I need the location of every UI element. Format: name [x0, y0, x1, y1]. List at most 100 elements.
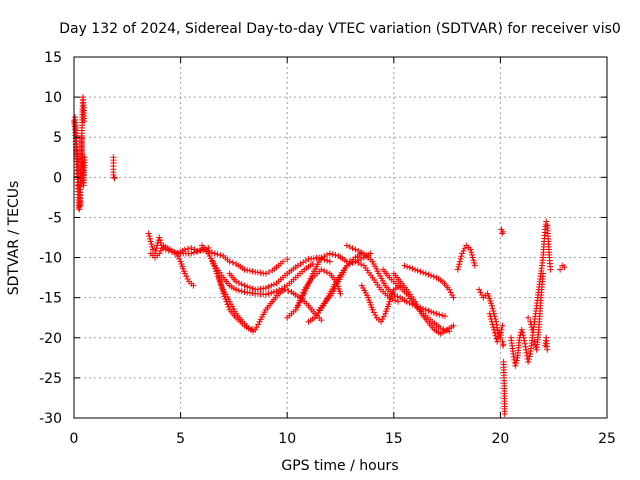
data-point [188, 250, 195, 257]
data-point [392, 297, 399, 304]
y-tick-label: -25 [39, 371, 62, 387]
data-point [349, 245, 356, 252]
data-point [544, 346, 551, 353]
data-point [213, 270, 220, 277]
data-point [181, 246, 188, 253]
y-tick-label: -20 [39, 331, 62, 347]
data-point [557, 266, 564, 273]
data-point [346, 243, 353, 250]
data-point [215, 274, 222, 281]
data-point [185, 245, 192, 252]
data-point [318, 266, 325, 273]
data-point [157, 239, 164, 246]
data-point [284, 256, 291, 263]
data-point [488, 318, 495, 325]
data-point [469, 254, 476, 261]
data-point [235, 279, 242, 286]
data-point [457, 255, 464, 262]
data-point [409, 265, 416, 272]
data-point [218, 285, 225, 292]
axis-ticks [73, 56, 608, 419]
data-point [299, 291, 306, 298]
data-point [355, 247, 362, 254]
data-point [522, 346, 529, 353]
data-point [156, 237, 163, 244]
data-point [211, 250, 218, 257]
data-point [379, 316, 386, 323]
y-tick-label: -10 [39, 251, 62, 267]
data-point [455, 263, 462, 270]
data-point [233, 286, 240, 293]
data-point [540, 270, 547, 277]
data-point [223, 298, 230, 305]
data-point [244, 267, 251, 274]
data-point [218, 282, 225, 289]
data-point [401, 262, 408, 269]
data-point [146, 233, 153, 240]
data-point [246, 284, 253, 291]
data-point [149, 243, 156, 250]
data-point [447, 289, 454, 296]
data-point [145, 230, 152, 237]
data-point [499, 322, 506, 329]
data-point [498, 326, 505, 333]
data-point [380, 313, 387, 320]
data-point [477, 289, 484, 296]
y-tick-label: 5 [53, 130, 62, 146]
data-point [326, 250, 333, 257]
data-point [157, 247, 164, 254]
data-point [521, 337, 528, 344]
plot-frame [73, 56, 608, 419]
chart-title: Day 132 of 2024, Sidereal Day-to-day VTE… [59, 21, 621, 37]
data-point [367, 250, 374, 257]
data-point [488, 316, 495, 323]
data-point [191, 246, 198, 253]
data-point [454, 266, 461, 273]
data-point [281, 284, 288, 291]
data-point [394, 293, 401, 300]
data-point [522, 343, 529, 350]
x-tick-label: 25 [598, 431, 616, 447]
x-tick-label: 5 [176, 431, 185, 447]
data-point [190, 249, 197, 256]
data-point [518, 326, 525, 333]
y-tick-label: -30 [39, 411, 62, 427]
data-point [428, 308, 435, 315]
data-point [510, 353, 517, 360]
data-point [153, 245, 160, 252]
data-point [294, 302, 301, 309]
data-point [525, 314, 532, 321]
data-point [525, 358, 532, 365]
data-point [491, 326, 498, 333]
data-point [468, 251, 475, 258]
data-point [81, 154, 88, 161]
data-point [403, 298, 410, 305]
data-point [476, 286, 483, 293]
data-point [520, 334, 527, 341]
x-axis-label: GPS time / hours [281, 458, 398, 474]
data-point [370, 309, 377, 316]
data-point [468, 249, 475, 256]
data-point [262, 291, 269, 298]
data-point [305, 280, 312, 287]
data-point [265, 290, 272, 297]
data-point [253, 324, 260, 331]
data-point [420, 269, 427, 276]
data-point [433, 310, 440, 317]
x-tick-label: 10 [278, 431, 296, 447]
data-point [486, 310, 493, 317]
data-point [358, 261, 365, 268]
data-point [523, 349, 530, 356]
data-point [235, 287, 242, 294]
data-point [417, 268, 424, 275]
y-tick-label: 15 [44, 50, 62, 66]
data-point [422, 270, 429, 277]
data-point [561, 264, 568, 271]
data-point [318, 254, 325, 261]
data-point [439, 312, 446, 319]
data-point [510, 350, 517, 357]
data-point [352, 258, 359, 265]
data-point [225, 304, 232, 311]
data-point [528, 324, 535, 331]
data-point [159, 245, 166, 252]
